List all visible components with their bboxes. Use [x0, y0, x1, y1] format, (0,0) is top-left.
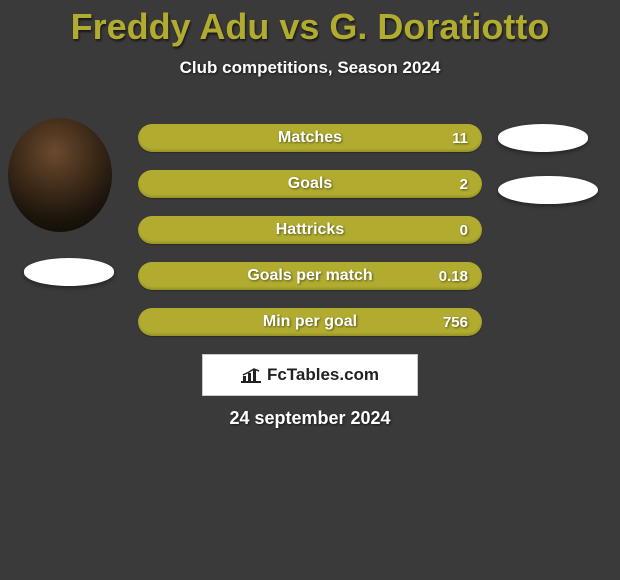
subtitle: Club competitions, Season 2024: [0, 58, 620, 78]
date-text: 24 september 2024: [0, 408, 620, 429]
stat-label: Goals: [138, 175, 482, 193]
chart-icon: [241, 367, 261, 383]
stat-label: Min per goal: [138, 313, 482, 331]
stat-bar-goals-per-match: Goals per match 0.18: [138, 262, 482, 290]
stat-value: 0.18: [439, 268, 468, 285]
player1-avatar: [8, 118, 112, 232]
stat-label: Hattricks: [138, 221, 482, 239]
stat-bars: Matches 11 Goals 2 Hattricks 0 Goals per…: [138, 124, 482, 354]
player2-flag-2: [498, 176, 598, 204]
stat-label: Goals per match: [138, 267, 482, 285]
player2-flag-1: [498, 124, 588, 152]
stat-bar-min-per-goal: Min per goal 756: [138, 308, 482, 336]
brand-box: FcTables.com: [202, 354, 418, 396]
player1-flag: [24, 258, 114, 286]
stat-value: 11: [452, 130, 468, 147]
comparison-title: Freddy Adu vs G. Doratiotto: [0, 0, 620, 48]
stat-bar-hattricks: Hattricks 0: [138, 216, 482, 244]
title-player1: Freddy Adu: [71, 6, 270, 47]
title-player2: G. Doratiotto: [329, 6, 549, 47]
stat-value: 0: [460, 222, 468, 239]
stat-bar-matches: Matches 11: [138, 124, 482, 152]
stat-value: 2: [460, 176, 468, 193]
brand-text: FcTables.com: [267, 365, 379, 385]
stat-bar-goals: Goals 2: [138, 170, 482, 198]
stat-value: 756: [443, 314, 468, 331]
stat-label: Matches: [138, 129, 482, 147]
title-vs: vs: [269, 6, 329, 47]
